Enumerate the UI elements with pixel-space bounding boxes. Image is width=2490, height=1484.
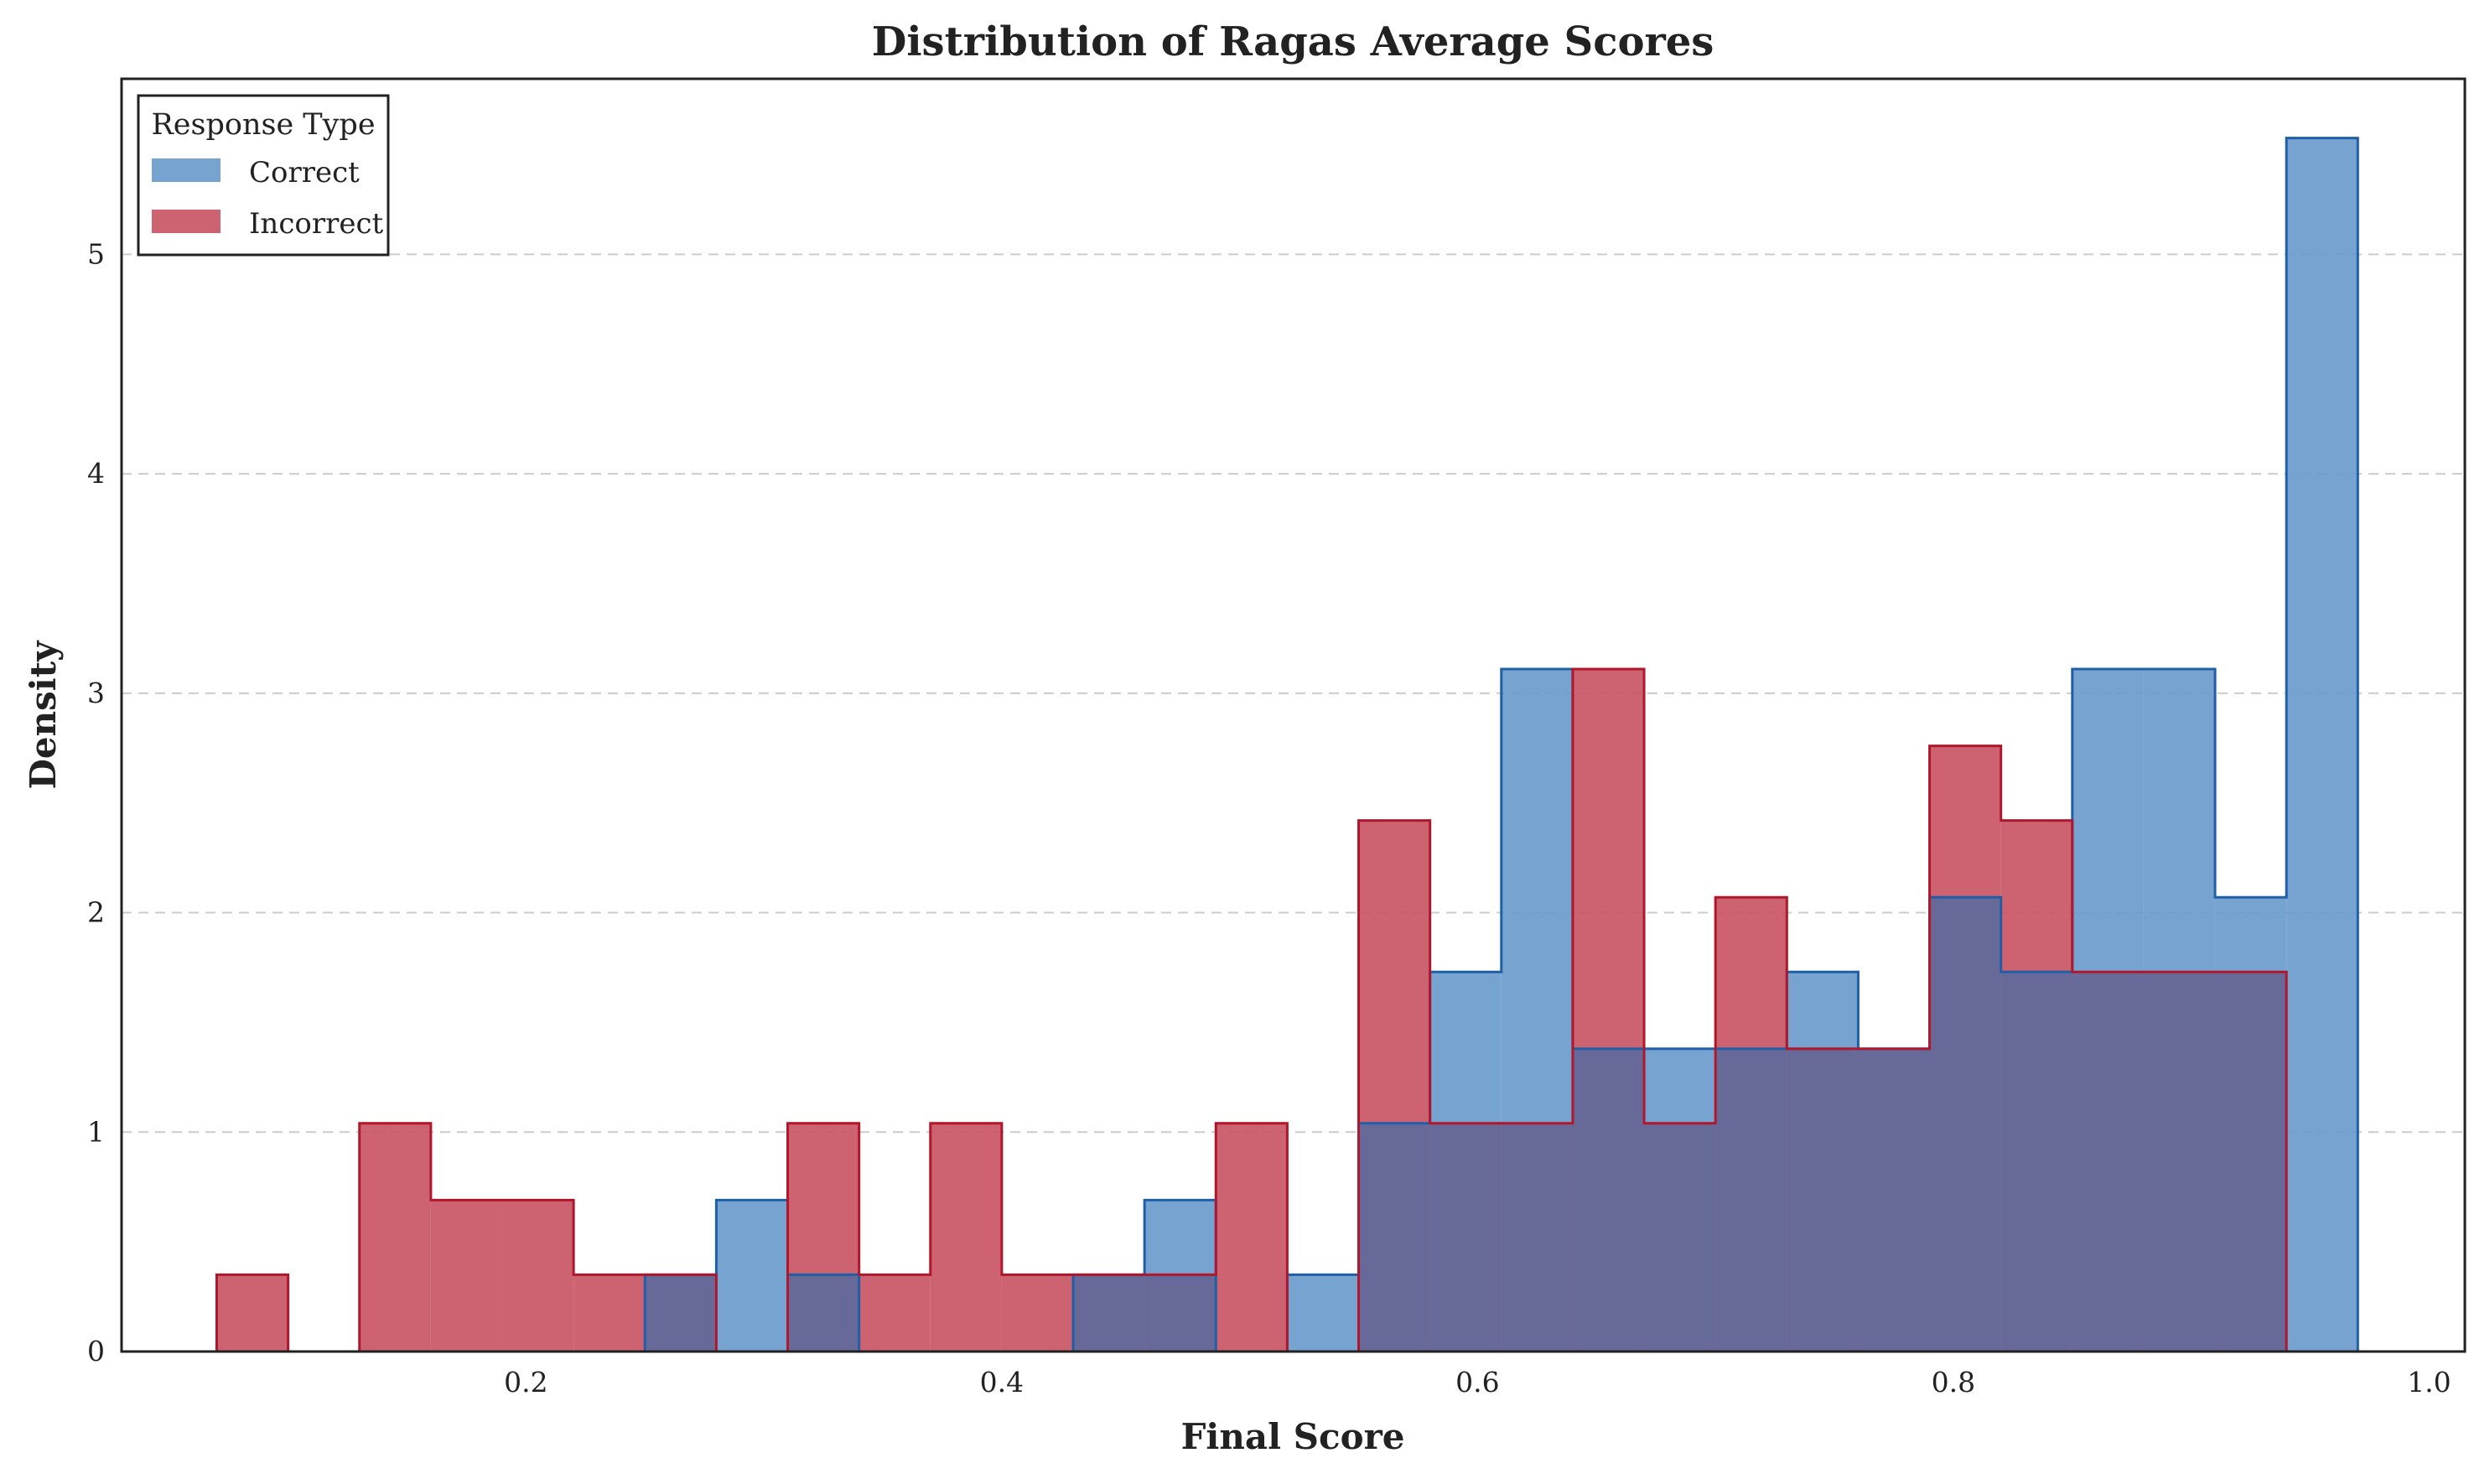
legend-title: Response Type <box>151 108 375 142</box>
plot-frame <box>120 77 2467 1353</box>
bar-incorrect-4 <box>502 1200 574 1352</box>
y-axis-label: Density <box>23 640 64 790</box>
bar-incorrect-11 <box>1001 1274 1074 1352</box>
bar-overlap-18 <box>1501 1123 1573 1352</box>
x-axis-label: Final Score <box>1181 1416 1405 1457</box>
bar-overlap-27 <box>2143 972 2216 1352</box>
bar-incorrect-9 <box>859 1274 931 1352</box>
bar-incorrect-2 <box>359 1123 431 1352</box>
legend-label-correct: Correct <box>249 156 360 189</box>
chart-title: Distribution of Ragas Average Scores <box>872 18 1714 65</box>
bar-overlap-12 <box>1073 1274 1145 1352</box>
legend-swatch-incorrect <box>152 210 220 233</box>
bar-overlap-19 <box>1572 1048 1645 1352</box>
bar-incorrect-5 <box>573 1274 646 1352</box>
y-tick-label-0: 0 <box>87 1335 105 1367</box>
bar-overlap-21 <box>1715 1048 1787 1352</box>
bar-correct-29 <box>2286 138 2358 1352</box>
bar-overlap-17 <box>1429 1123 1502 1352</box>
outline-incorrect <box>215 667 2358 1353</box>
bar-overlap-20 <box>1644 1123 1716 1352</box>
bar-incorrect-14 <box>1216 1123 1288 1352</box>
bar-overlap-23 <box>1858 1048 1930 1352</box>
bar-incorrect-0 <box>216 1274 288 1352</box>
bar-overlap-16 <box>1358 1123 1430 1352</box>
bar-overlap-8 <box>787 1274 859 1352</box>
bar-overlap-13 <box>1144 1274 1216 1352</box>
bar-incorrect-3 <box>430 1200 503 1352</box>
y-tick-label-1: 1 <box>87 1115 105 1148</box>
x-tick-label-4: 1.0 <box>2407 1366 2451 1398</box>
x-tick-label-2: 0.6 <box>1455 1366 1499 1398</box>
y-tick-label-4: 4 <box>87 457 105 490</box>
bar-overlap-22 <box>1787 1048 1859 1352</box>
bar-incorrect-10 <box>930 1123 1002 1352</box>
bar-correct-15 <box>1287 1274 1359 1352</box>
y-tick-label-2: 2 <box>87 896 105 929</box>
y-tick-label-3: 3 <box>87 677 105 709</box>
bar-overlap-28 <box>2215 972 2287 1352</box>
bar-overlap-26 <box>2072 972 2144 1352</box>
bar-overlap-24 <box>1929 897 2001 1352</box>
x-tick-label-1: 0.4 <box>980 1366 1024 1398</box>
x-tick-label-0: 0.2 <box>504 1366 547 1398</box>
bar-overlap-25 <box>2000 972 2072 1352</box>
legend: Response Type Correct Incorrect <box>137 94 390 257</box>
bar-overlap-6 <box>645 1274 717 1352</box>
legend-swatch-correct <box>152 158 220 182</box>
bar-correct-7 <box>716 1200 788 1352</box>
legend-label-incorrect: Incorrect <box>249 207 384 241</box>
x-tick-label-3: 0.8 <box>1932 1366 1975 1398</box>
y-tick-label-5: 5 <box>87 237 105 270</box>
